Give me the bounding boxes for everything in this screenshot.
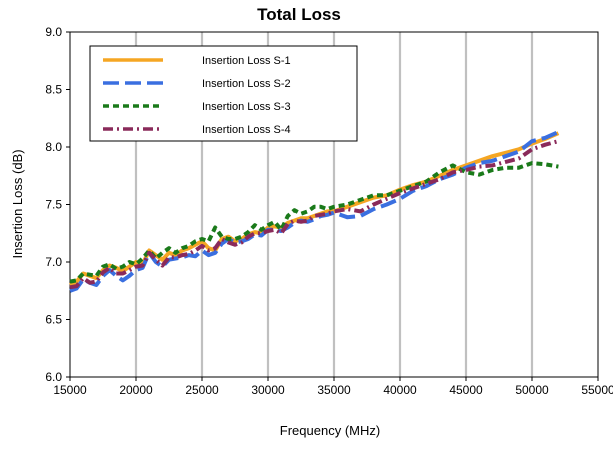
series-line-4	[69, 139, 559, 290]
legend-label-2: Insertion Loss S-2	[202, 78, 291, 90]
chart-title: Total Loss	[257, 5, 341, 24]
x-axis-ticks: 15000 20000 25000 30000 35000 40000 45000 50000…	[53, 377, 613, 397]
x-tick-label: 25000	[185, 383, 219, 397]
x-tick-label: 40000	[383, 383, 417, 397]
legend: Insertion Loss S-1 Insertion Loss S-2 Inse…	[89, 45, 358, 142]
x-tick-label: 55000	[581, 383, 613, 397]
series-line-3	[69, 161, 559, 284]
y-axis-label: Insertion Loss (dB)	[10, 149, 25, 258]
series-lines	[69, 130, 560, 293]
legend-label-4: Insertion Loss S-4	[202, 124, 291, 136]
x-tick-label: 45000	[449, 383, 483, 397]
legend-items: Insertion Loss S-1 Insertion Loss S-2 Inse…	[103, 55, 291, 136]
y-tick-label: 7.0	[45, 255, 62, 269]
y-tick-label: 6.0	[45, 370, 62, 384]
legend-label-3: Insertion Loss S-3	[202, 101, 291, 113]
legend-box	[89, 45, 358, 142]
y-tick-label: 9.0	[45, 25, 62, 39]
y-tick-label: 8.5	[45, 83, 62, 97]
y-tick-label: 7.5	[45, 198, 62, 212]
x-tick-label: 20000	[119, 383, 153, 397]
x-tick-label: 35000	[317, 383, 351, 397]
x-tick-label: 15000	[53, 383, 87, 397]
x-axis-label: Frequency (MHz)	[280, 423, 380, 438]
x-tick-label: 50000	[515, 383, 549, 397]
x-tick-label: 30000	[251, 383, 285, 397]
y-tick-label: 8.0	[45, 140, 62, 154]
y-tick-label: 6.5	[45, 313, 62, 327]
legend-label-1: Insertion Loss S-1	[202, 55, 291, 67]
y-axis-ticks: 6.0 6.5 7.0 7.5 8.0 8.5 9.0	[45, 25, 70, 384]
